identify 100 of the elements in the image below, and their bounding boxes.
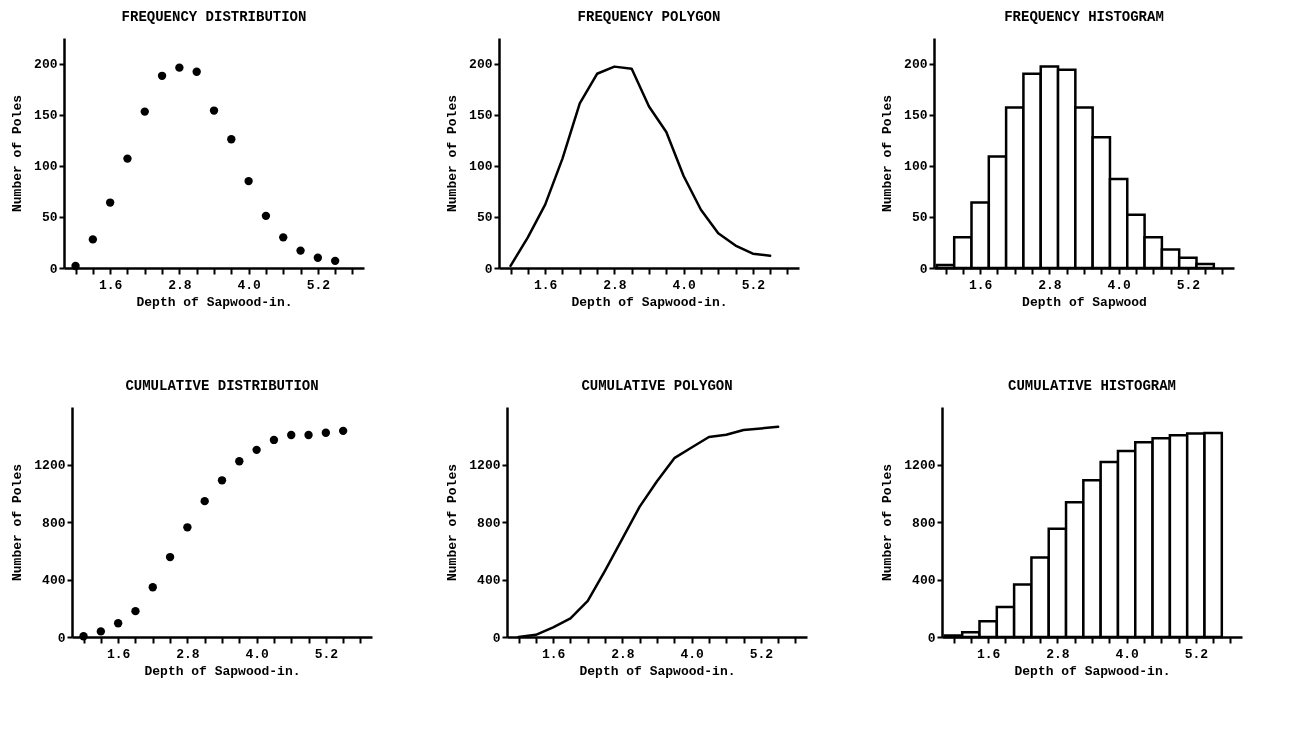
y-tick-label: 1200 <box>469 458 501 473</box>
x-tick-label: 1.6 <box>541 646 566 662</box>
x-axis-title: Depth of Sapwood-in. <box>1014 663 1171 679</box>
x-tick-label: 1.6 <box>98 277 123 293</box>
point <box>175 63 184 72</box>
x-tick-label: 1.6 <box>976 646 1001 662</box>
point <box>131 606 140 616</box>
y-tick-label: 0 <box>49 261 58 277</box>
y-axis-title: Number of Poles <box>10 94 26 213</box>
chart-title: CUMULATIVE POLYGON <box>581 378 733 394</box>
point <box>96 627 106 636</box>
y-tick-label: 800 <box>912 515 936 531</box>
point <box>287 430 296 440</box>
x-axis-title: Depth of Sapwood-in. <box>144 663 301 679</box>
y-tick-label: 200 <box>34 57 58 73</box>
point <box>330 256 340 266</box>
y-axis-title: Number of Poles <box>445 463 461 582</box>
point <box>313 253 323 262</box>
x-tick-label: 4.0 <box>1107 277 1132 293</box>
y-tick-label: 100 <box>469 159 493 175</box>
y-tick-label: 1200 <box>904 458 936 473</box>
point <box>217 476 227 485</box>
point <box>192 67 201 76</box>
y-axis-title: Number of Poles <box>880 94 896 213</box>
y-tick-label: 0 <box>57 630 66 646</box>
y-tick-label: 0 <box>484 261 493 277</box>
y-axis-title: Number of Poles <box>10 463 26 582</box>
x-tick-label: 2.8 <box>168 277 192 293</box>
x-tick-label: 4.0 <box>672 277 697 293</box>
point <box>304 430 313 440</box>
y-tick-label: 50 <box>41 210 58 226</box>
chart-title: FREQUENCY DISTRIBUTION <box>121 9 307 25</box>
point <box>296 246 305 255</box>
x-tick-label: 4.0 <box>680 646 705 662</box>
chart-title: FREQUENCY HISTOGRAM <box>1004 9 1164 25</box>
x-tick-label: 5.2 <box>1184 646 1209 662</box>
point <box>279 233 288 242</box>
point <box>140 107 149 116</box>
x-tick-label: 1.6 <box>533 277 558 293</box>
y-tick-label: 800 <box>477 515 501 531</box>
y-tick-label: 800 <box>42 515 66 531</box>
point <box>200 496 209 506</box>
y-tick-label: 0 <box>919 261 928 277</box>
point <box>113 619 123 628</box>
point <box>165 552 175 562</box>
y-tick-label: 150 <box>904 108 928 124</box>
x-tick-label: 1.6 <box>968 277 993 293</box>
y-tick-label: 1200 <box>34 458 66 473</box>
y-tick-label: 50 <box>476 210 493 226</box>
x-tick-label: 5.2 <box>741 277 766 293</box>
point <box>105 198 115 207</box>
y-tick-label: 150 <box>469 108 493 124</box>
x-axis-title: Depth of Sapwood-in. <box>579 663 736 679</box>
point <box>148 583 157 592</box>
x-tick-label: 4.0 <box>245 646 270 662</box>
x-tick-label: 5.2 <box>1176 277 1201 293</box>
point <box>71 261 80 271</box>
point <box>123 154 132 163</box>
y-tick-label: 400 <box>42 573 66 588</box>
y-tick-label: 0 <box>492 630 501 646</box>
point <box>227 135 236 144</box>
point <box>88 235 98 244</box>
point <box>261 211 271 221</box>
x-tick-label: 2.8 <box>603 277 627 293</box>
point <box>157 71 167 80</box>
point <box>183 523 192 532</box>
y-tick-label: 50 <box>911 210 928 226</box>
y-tick-label: 150 <box>34 108 58 124</box>
point <box>79 632 88 641</box>
point <box>269 435 279 445</box>
x-axis-title: Depth of Sapwood-in. <box>571 294 728 310</box>
x-tick-label: 5.2 <box>306 277 331 293</box>
x-tick-label: 1.6 <box>106 646 131 662</box>
y-tick-label: 100 <box>904 159 928 175</box>
x-tick-label: 5.2 <box>314 646 339 662</box>
chart-title: CUMULATIVE HISTOGRAM <box>1007 378 1177 394</box>
y-tick-label: 400 <box>912 573 936 588</box>
x-tick-label: 4.0 <box>237 277 262 293</box>
point <box>338 426 348 436</box>
point <box>235 457 244 466</box>
y-tick-label: 0 <box>927 630 936 646</box>
y-tick-label: 100 <box>34 159 58 175</box>
point <box>321 428 331 437</box>
x-tick-label: 5.2 <box>749 646 774 662</box>
x-tick-label: 2.8 <box>611 646 635 662</box>
x-tick-label: 2.8 <box>1046 646 1070 662</box>
point <box>209 106 219 115</box>
y-axis-title: Number of Poles <box>445 94 461 213</box>
x-tick-label: 2.8 <box>1038 277 1062 293</box>
y-tick-label: 200 <box>469 57 493 73</box>
x-axis-title: Depth of Sapwood-in. <box>136 294 293 310</box>
chart-title: CUMULATIVE DISTRIBUTION <box>125 378 319 394</box>
y-tick-label: 200 <box>904 57 928 73</box>
point <box>252 445 261 455</box>
y-axis-title: Number of Poles <box>880 463 896 582</box>
chart-title: FREQUENCY POLYGON <box>577 9 721 25</box>
x-tick-label: 2.8 <box>176 646 200 662</box>
x-axis-title: Depth of Sapwood <box>1022 294 1147 310</box>
point <box>244 176 253 186</box>
y-tick-label: 400 <box>477 573 501 588</box>
